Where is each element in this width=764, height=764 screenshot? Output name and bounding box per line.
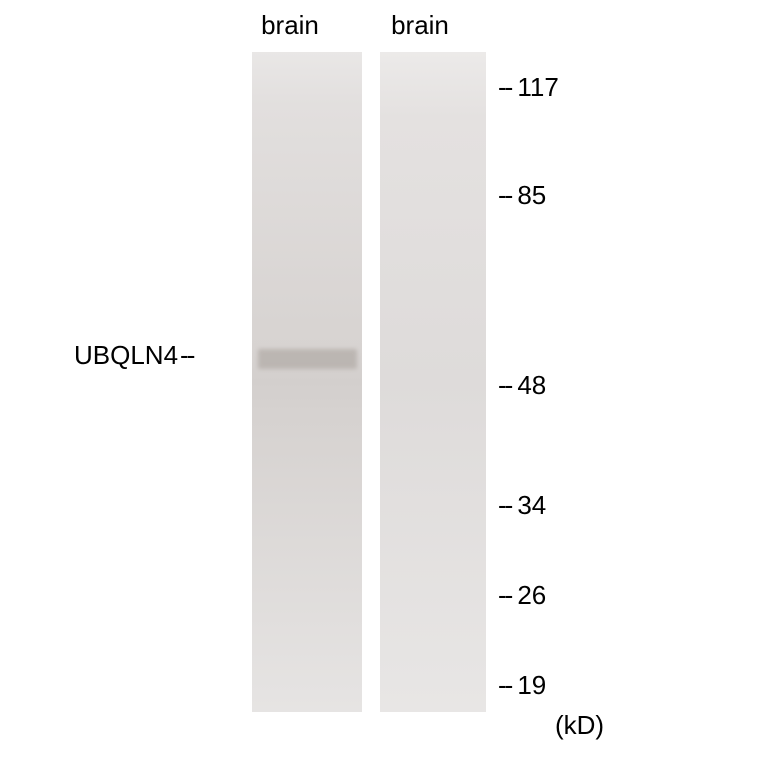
mw-marker: -- 26 <box>498 580 546 611</box>
marker-value: 117 <box>517 72 558 103</box>
mw-marker: -- 34 <box>498 490 546 521</box>
blot-area <box>248 52 488 712</box>
lane-background <box>380 52 486 712</box>
target-tick: -- <box>180 340 193 371</box>
marker-value: 26 <box>517 580 546 611</box>
lane-background <box>252 52 362 712</box>
lane-label: brain <box>240 10 340 41</box>
marker-tick: -- <box>498 370 511 401</box>
marker-unit-label: (kD) <box>555 710 604 741</box>
lane-label: brain <box>370 10 470 41</box>
mw-marker: -- 19 <box>498 670 546 701</box>
marker-tick: -- <box>498 670 511 701</box>
marker-tick: -- <box>498 490 511 521</box>
marker-value: 48 <box>517 370 546 401</box>
mw-marker: -- 48 <box>498 370 546 401</box>
marker-value: 34 <box>517 490 546 521</box>
blot-lane <box>252 52 362 712</box>
mw-marker: -- 117 <box>498 72 559 103</box>
blot-lane <box>380 52 486 712</box>
protein-band <box>258 349 357 369</box>
marker-tick: -- <box>498 180 511 211</box>
marker-value: 19 <box>517 670 546 701</box>
marker-value: 85 <box>517 180 546 211</box>
marker-tick: -- <box>498 72 511 103</box>
target-protein-name: UBQLN4 <box>74 340 178 371</box>
marker-tick: -- <box>498 580 511 611</box>
mw-marker: -- 85 <box>498 180 546 211</box>
target-protein-label: UBQLN4 -- <box>74 340 193 371</box>
